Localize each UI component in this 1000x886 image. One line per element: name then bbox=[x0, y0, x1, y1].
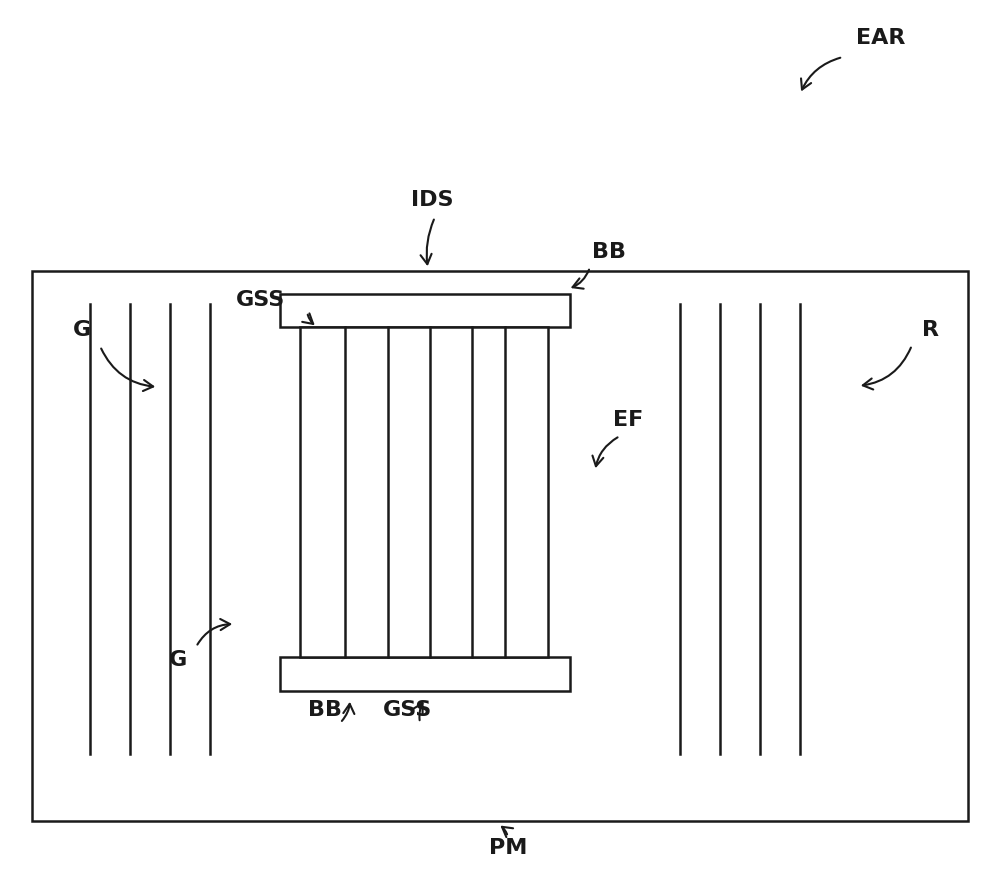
Text: EF: EF bbox=[613, 409, 643, 430]
FancyArrowPatch shape bbox=[101, 349, 153, 392]
Bar bbox=[32, 272, 968, 821]
Text: GSS: GSS bbox=[236, 290, 285, 309]
FancyArrowPatch shape bbox=[421, 221, 434, 265]
FancyArrowPatch shape bbox=[342, 704, 354, 721]
FancyArrowPatch shape bbox=[502, 827, 513, 837]
FancyArrowPatch shape bbox=[592, 438, 618, 467]
Text: IDS: IDS bbox=[411, 190, 453, 210]
Text: PM: PM bbox=[489, 837, 527, 857]
Text: G: G bbox=[169, 649, 187, 669]
FancyArrowPatch shape bbox=[413, 703, 423, 720]
Text: BB: BB bbox=[308, 699, 342, 719]
Bar bbox=[300, 328, 548, 657]
FancyArrowPatch shape bbox=[302, 314, 313, 324]
Bar bbox=[280, 295, 570, 328]
FancyArrowPatch shape bbox=[197, 619, 230, 645]
FancyArrowPatch shape bbox=[863, 348, 911, 390]
FancyArrowPatch shape bbox=[801, 58, 840, 90]
Text: G: G bbox=[73, 320, 91, 339]
Text: EAR: EAR bbox=[856, 28, 905, 48]
Text: GSS: GSS bbox=[383, 699, 433, 719]
Bar bbox=[280, 657, 570, 691]
FancyArrowPatch shape bbox=[573, 270, 589, 290]
Text: BB: BB bbox=[592, 242, 626, 261]
Text: R: R bbox=[922, 320, 938, 339]
